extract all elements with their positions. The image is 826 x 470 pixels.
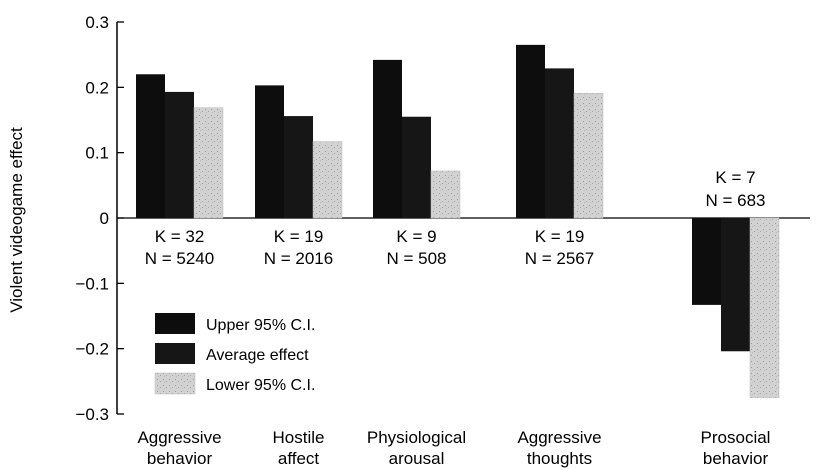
x-category-label: behavior <box>703 449 769 468</box>
bar-upper-95-c-i-5 <box>692 218 721 305</box>
x-category-label: Prosocial <box>701 428 771 447</box>
y-tick-label: −0.3 <box>75 405 109 424</box>
n-annotation: N = 2567 <box>525 249 594 268</box>
legend-swatch <box>155 343 195 364</box>
k-annotation: K = 19 <box>274 227 324 246</box>
n-annotation: N = 683 <box>705 191 765 210</box>
legend: Upper 95% C.I. Average effect Lower 95% C.… <box>154 313 315 395</box>
bar-upper-95-c-i-2 <box>255 85 284 218</box>
k-annotation: K = 9 <box>396 227 436 246</box>
y-tick-label: 0.1 <box>85 144 109 163</box>
bar-average-effect-5 <box>721 218 750 352</box>
bar-lower-95-c-i-3 <box>430 170 461 219</box>
legend-label: Average effect <box>206 347 309 364</box>
legend-label: Upper 95% C.I. <box>206 317 315 334</box>
x-category-label: affect <box>278 449 320 468</box>
legend-swatch <box>155 313 195 334</box>
x-category-label: Physiological <box>367 428 466 447</box>
bar-upper-95-c-i-1 <box>136 74 165 219</box>
bar-upper-95-c-i-3 <box>373 59 402 218</box>
x-category-label: Aggressive <box>517 428 601 447</box>
x-category-label: Aggressive <box>137 428 221 447</box>
k-annotation: K = 19 <box>535 227 585 246</box>
bar-average-effect-3 <box>402 116 431 218</box>
y-tick-label: 0 <box>100 209 109 228</box>
bar-lower-95-c-i-5 <box>749 217 780 398</box>
bar-lower-95-c-i-2 <box>312 141 343 219</box>
n-annotation: N = 5240 <box>145 249 214 268</box>
y-tick-label: −0.2 <box>75 340 109 359</box>
legend-swatch <box>154 372 196 395</box>
x-category-label: behavior <box>147 449 213 468</box>
bar-upper-95-c-i-4 <box>516 44 545 218</box>
bar-average-effect-1 <box>165 91 194 218</box>
bar-average-effect-4 <box>545 68 574 219</box>
x-category-label: arousal <box>389 449 445 468</box>
y-tick-label: 0.3 <box>85 13 109 32</box>
k-annotation: K = 7 <box>715 168 755 187</box>
x-category-label: thoughts <box>527 449 592 468</box>
bar-lower-95-c-i-1 <box>193 107 224 219</box>
y-tick-label: 0.2 <box>85 78 109 97</box>
bar-average-effect-2 <box>284 116 313 218</box>
bar-lower-95-c-i-4 <box>573 92 604 219</box>
n-annotation: N = 2016 <box>264 249 333 268</box>
y-tick-label: −0.1 <box>75 274 109 293</box>
y-axis-label: Violent videogame effect <box>7 127 26 313</box>
k-annotation: K = 32 <box>155 227 205 246</box>
legend-label: Lower 95% C.I. <box>206 377 315 394</box>
x-category-label: Hostile <box>273 428 325 447</box>
n-annotation: N = 508 <box>386 249 446 268</box>
